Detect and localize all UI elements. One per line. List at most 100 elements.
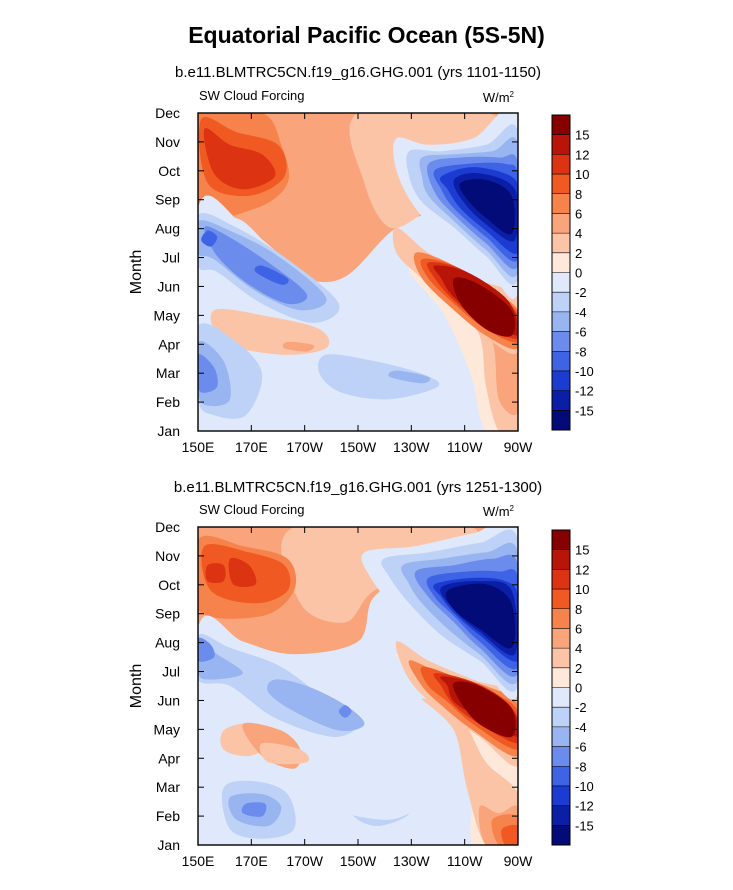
contour-region: [201, 230, 218, 247]
colorbar-swatch: [552, 311, 570, 332]
contour-region: [203, 128, 276, 190]
colorbar-swatch: [552, 410, 570, 431]
colorbar-swatch: [552, 549, 570, 570]
colorbar-swatch: [552, 805, 570, 826]
x-tick-label: 90W: [504, 439, 534, 455]
colorbar-swatch: [552, 134, 570, 155]
chart-panel-1: b.e11.BLMTRC5CN.f19_g16.GHG.001 (yrs 110…: [128, 64, 594, 455]
colorbar-swatch: [552, 115, 570, 135]
colorbar-label: -6: [575, 740, 587, 755]
colorbar-swatch: [552, 608, 570, 629]
colorbar-swatch: [552, 351, 570, 372]
y-tick-label: Jun: [157, 692, 180, 708]
colorbar-swatch: [552, 628, 570, 649]
colorbar-swatch: [552, 648, 570, 669]
contour-region: [318, 354, 440, 400]
colorbar-swatch: [552, 233, 570, 254]
contour-region: [241, 802, 267, 817]
y-tick-label: Oct: [158, 577, 180, 593]
x-tick-label: 170W: [286, 853, 323, 869]
contour-region: [254, 265, 289, 285]
colorbar-swatch: [552, 213, 570, 234]
colorbar-label: -10: [575, 364, 594, 379]
colorbar-swatch: [552, 667, 570, 688]
x-tick-label: 150W: [340, 853, 377, 869]
contour-region: [198, 637, 215, 662]
colorbar-swatch: [552, 569, 570, 590]
colorbar-swatch: [552, 331, 570, 352]
x-tick-label: 130W: [393, 439, 430, 455]
colorbar-label: -15: [575, 403, 594, 418]
colorbar-label: -4: [575, 305, 587, 320]
contour-region: [267, 679, 365, 732]
y-tick-label: Mar: [156, 365, 180, 381]
colorbar-swatch: [552, 530, 570, 550]
contour-region: [421, 698, 518, 845]
contour-region: [205, 563, 226, 584]
figure-title: Equatorial Pacific Ocean (5S-5N): [188, 22, 545, 48]
y-tick-label: Apr: [158, 336, 180, 352]
x-tick-label: 90W: [504, 853, 534, 869]
colorbar-swatch: [552, 174, 570, 195]
y-tick-label: Dec: [155, 105, 180, 121]
x-tick-label: 170E: [235, 439, 268, 455]
y-axis-title: Month: [128, 250, 145, 294]
contour-region: [198, 354, 218, 393]
y-tick-label: Jan: [157, 423, 180, 439]
contour-region: [259, 742, 310, 765]
colorbar-swatch: [552, 193, 570, 214]
panel-subtitle: b.e11.BLMTRC5CN.f19_g16.GHG.001 (yrs 125…: [174, 479, 542, 496]
colorbar-label: 15: [575, 543, 589, 558]
y-tick-label: Dec: [155, 519, 180, 535]
colorbar-swatch: [552, 292, 570, 313]
contour-region: [453, 681, 516, 738]
panel-units-label: W/m2: [483, 90, 515, 105]
y-tick-label: Sep: [155, 606, 180, 622]
y-tick-label: May: [154, 721, 180, 737]
y-tick-label: Aug: [155, 635, 180, 651]
colorbar-swatch: [552, 707, 570, 728]
colorbar-label: 0: [575, 681, 582, 696]
panel-variable-label: SW Cloud Forcing: [199, 502, 304, 517]
x-tick-label: 170W: [286, 439, 323, 455]
colorbar-label: -2: [575, 700, 587, 715]
y-tick-label: Aug: [155, 221, 180, 237]
y-tick-label: Jun: [157, 278, 180, 294]
contour-region: [388, 370, 431, 384]
colorbar-label: -12: [575, 384, 594, 399]
colorbar-swatch: [552, 746, 570, 767]
colorbar-label: -2: [575, 285, 587, 300]
y-tick-label: May: [154, 307, 180, 323]
contour-region: [282, 341, 315, 352]
contour-region: [228, 557, 257, 588]
colorbar-label: 6: [575, 206, 582, 221]
colorbar-label: 0: [575, 266, 582, 281]
contour-field: [198, 113, 518, 431]
chart-panel-2: b.e11.BLMTRC5CN.f19_g16.GHG.001 (yrs 125…: [128, 479, 594, 869]
colorbar-label: -12: [575, 799, 594, 814]
y-tick-label: Nov: [155, 548, 180, 564]
colorbar-label: 10: [575, 167, 589, 182]
y-tick-label: Oct: [158, 163, 180, 179]
y-tick-label: Mar: [156, 779, 180, 795]
colorbar-swatch: [552, 272, 570, 293]
colorbar-label: 12: [575, 147, 589, 162]
colorbar-label: 10: [575, 582, 589, 597]
colorbar-swatch: [552, 589, 570, 610]
colorbar-label: 4: [575, 226, 582, 241]
y-tick-label: Nov: [155, 134, 180, 150]
y-tick-label: Jan: [157, 837, 180, 853]
y-tick-label: Apr: [158, 750, 180, 766]
colorbar-label: 2: [575, 246, 582, 261]
x-tick-label: 150W: [340, 439, 377, 455]
y-tick-label: Jul: [162, 664, 180, 680]
x-tick-label: 110W: [447, 853, 483, 869]
contour-region: [338, 705, 352, 718]
x-tick-label: 130W: [393, 853, 430, 869]
colorbar-label: 4: [575, 641, 582, 656]
colorbar-label: 6: [575, 621, 582, 636]
y-tick-label: Jul: [162, 250, 180, 266]
colorbar-label: -8: [575, 759, 587, 774]
colorbar-label: 2: [575, 661, 582, 676]
